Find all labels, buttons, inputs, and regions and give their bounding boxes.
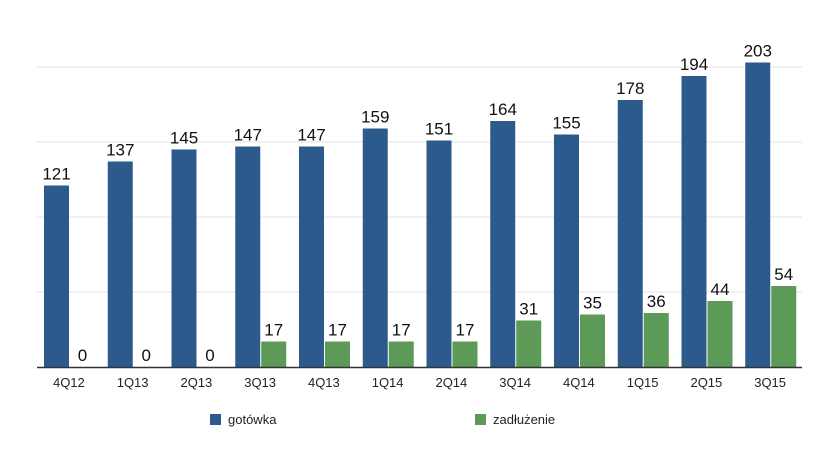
x-tick-label-3Q13: 3Q13 [244,375,276,390]
legend-label-series-1: zadłużenie [493,412,556,427]
x-tick-label-2Q15: 2Q15 [690,375,722,390]
bar-series-0-2Q13 [171,149,197,367]
bar-series-0-3Q13 [235,146,261,367]
bar-series-1-1Q15 [643,313,669,367]
bar-chart: 121 0 137 0 145 0 147 17 147 17 159 17 151 17 164 31 155… [37,42,802,390]
data-label-series-1-2Q15: 44 [711,280,730,299]
legend-item-series-0: gotówka [210,412,276,427]
data-label-series-0-1Q14: 159 [361,108,389,127]
legend-label-series-0: gotówka [228,412,277,427]
data-label-series-1-2Q13: 0 [205,346,214,365]
data-labels: 121 0 137 0 145 0 147 17 147 17 159 17 151 17 164 31 155… [42,42,793,366]
bar-series-0-3Q14 [490,121,516,367]
x-tick-label-1Q13: 1Q13 [117,375,149,390]
bar-series-1-4Q14 [580,314,605,367]
bar-series-1-2Q15 [707,301,733,367]
legend: gotówka zadłużenie [0,412,832,432]
bar-series-1-4Q13 [325,341,350,367]
data-label-series-0-2Q14: 151 [425,120,453,139]
bar-series-1-2Q14 [452,341,478,367]
bar-series-0-4Q14 [554,134,579,367]
bar-series-1-3Q13 [261,341,287,367]
bar-series-0-2Q14 [426,140,452,367]
data-label-series-1-3Q14: 31 [519,300,538,319]
data-label-series-0-3Q14: 164 [489,100,517,119]
data-label-series-1-4Q14: 35 [583,294,602,313]
bar-series-1-3Q15 [771,286,797,367]
x-axis-tick-labels: 4Q12 1Q13 2Q13 3Q13 4Q13 1Q14 2Q14 3Q14 4Q14 1Q15… [53,375,786,390]
x-tick-label-1Q15: 1Q15 [627,375,659,390]
bar-series-1-3Q14 [516,320,542,367]
x-tick-label-1Q14: 1Q14 [372,375,404,390]
data-label-series-0-1Q15: 178 [616,79,644,98]
bar-series-0-1Q13 [107,161,133,367]
data-label-series-1-4Q13: 17 [328,321,347,340]
data-label-series-1-3Q15: 54 [774,265,793,284]
legend-swatch-series-0 [210,414,221,425]
bar-series-1-1Q14 [388,341,414,367]
data-label-series-1-3Q13: 17 [264,321,283,340]
x-tick-label-3Q15: 3Q15 [754,375,786,390]
x-tick-label-2Q14: 2Q14 [435,375,467,390]
data-label-series-0-4Q12: 121 [42,165,70,184]
data-label-series-0-3Q13: 147 [234,126,262,145]
data-label-series-0-3Q15: 203 [744,42,772,61]
x-tick-label-4Q14: 4Q14 [563,375,595,390]
data-label-series-1-4Q12: 0 [78,346,87,365]
data-label-series-0-1Q13: 137 [106,141,134,160]
bar-series-0-1Q15 [617,100,643,367]
data-label-series-0-4Q13: 147 [297,126,325,145]
data-label-series-1-2Q14: 17 [456,321,475,340]
data-label-series-1-1Q13: 0 [142,346,151,365]
data-label-series-0-2Q15: 194 [680,55,708,74]
bar-series-0-1Q14 [362,128,388,367]
data-label-series-0-4Q14: 155 [552,114,580,133]
bar-series-0-3Q15 [745,62,771,367]
gridlines [37,66,802,293]
bars [44,62,797,367]
bar-series-0-4Q13 [299,146,324,367]
legend-item-series-1: zadłużenie [475,412,555,427]
x-tick-label-4Q12: 4Q12 [53,375,85,390]
data-label-series-1-1Q15: 36 [647,292,666,311]
bar-series-0-4Q12 [44,185,69,367]
data-label-series-1-1Q14: 17 [392,321,411,340]
data-label-series-0-2Q13: 145 [170,129,198,148]
x-tick-label-2Q13: 2Q13 [180,375,212,390]
x-tick-label-4Q13: 4Q13 [308,375,340,390]
bar-series-0-2Q15 [681,76,707,367]
x-tick-label-3Q14: 3Q14 [499,375,531,390]
legend-swatch-series-1 [475,414,486,425]
